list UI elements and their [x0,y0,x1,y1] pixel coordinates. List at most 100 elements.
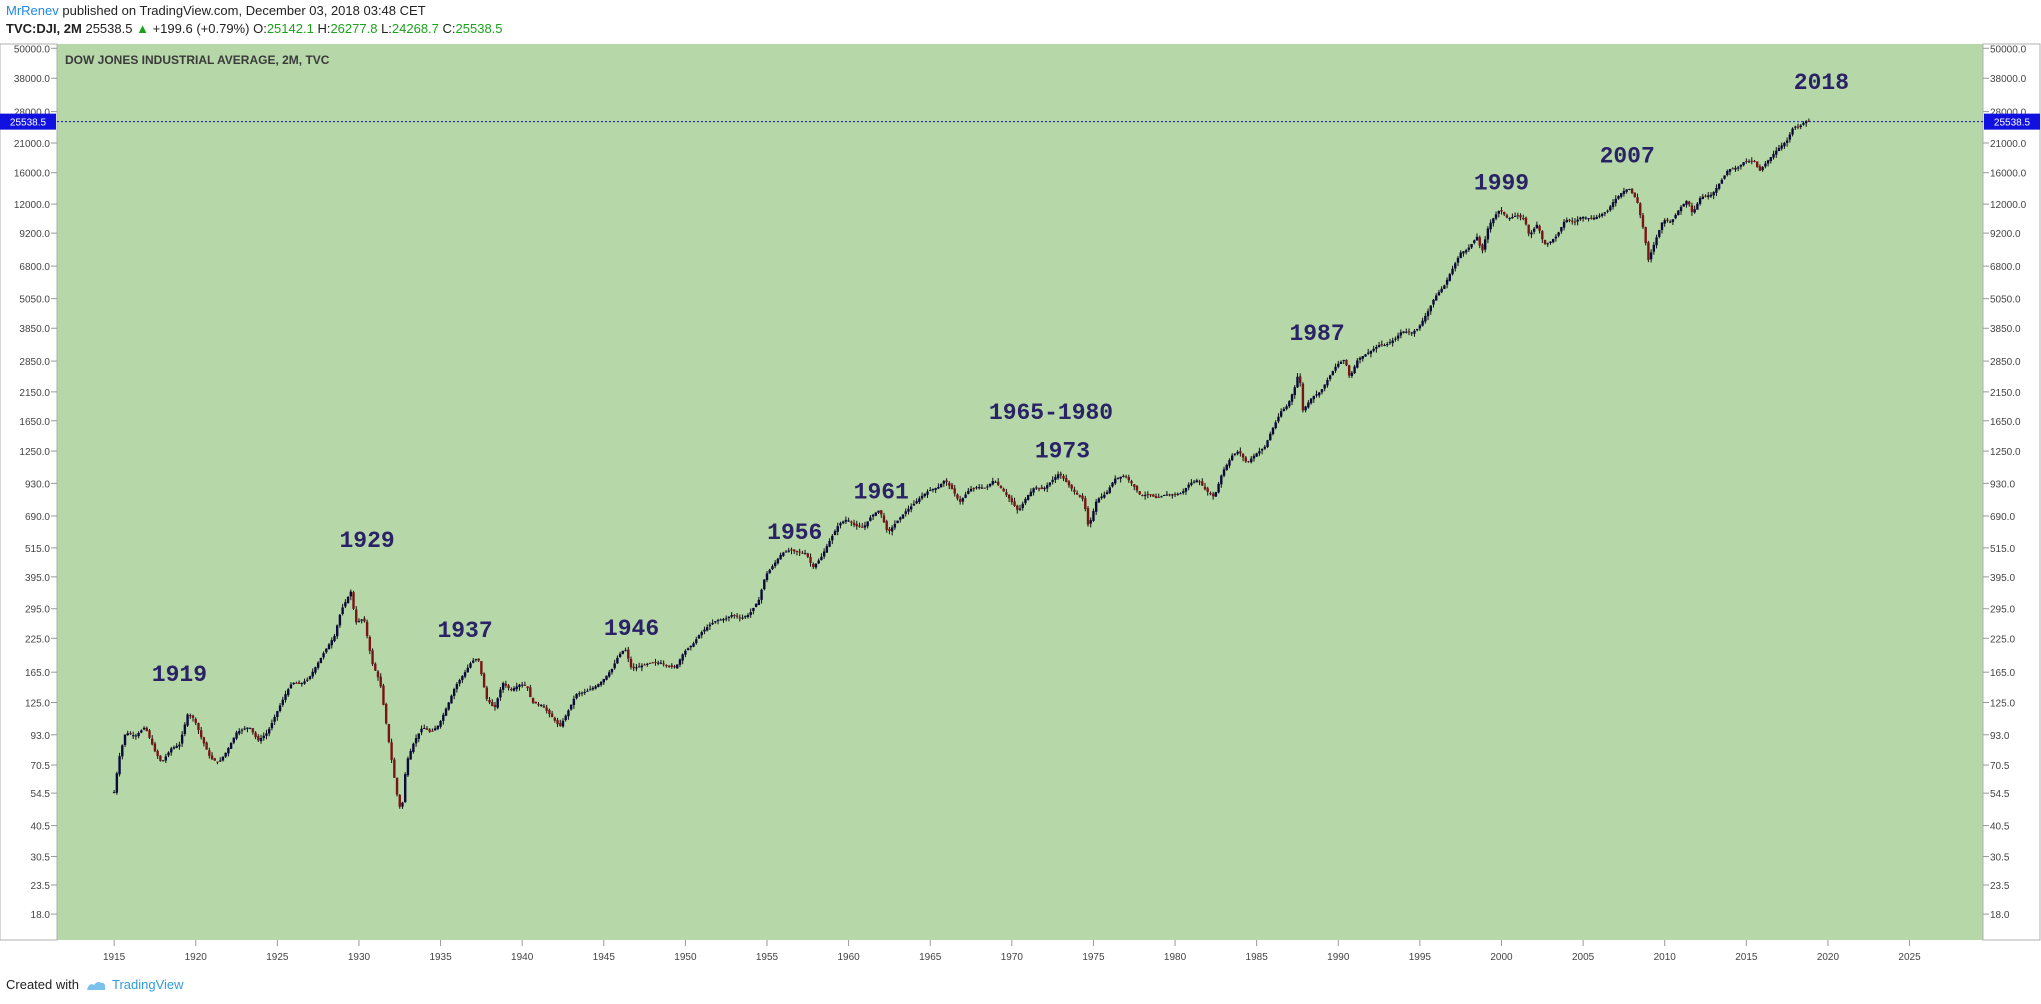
candle-body [850,521,853,523]
year-annotation: 1965-1980 [989,400,1113,426]
candle-body [1489,222,1492,230]
left-price-scale[interactable] [0,43,58,941]
candle-body [1728,169,1732,172]
candle-body [725,618,728,620]
candle-body [1222,469,1226,476]
candle-body [213,758,216,761]
price-change: +199.6 (+0.79%) [152,21,250,36]
candle-body [1568,219,1571,221]
candle-body [847,520,850,522]
candle-body [1769,157,1773,162]
candle-body [1301,383,1305,411]
x-tick-label: 1965 [919,952,942,963]
candle-body [1062,475,1065,479]
candle-body [744,616,747,618]
candle-body [433,728,437,731]
candle-body [1108,487,1111,493]
candle-body [1173,494,1177,496]
candle-body [1541,231,1544,240]
y-tick-left: 5050.0 [19,295,50,306]
x-tick-label: 1920 [185,952,208,963]
candle-body [254,732,257,738]
candle-body [159,755,162,761]
candle-body [1595,216,1598,219]
candle-body [425,728,429,730]
candle-body [1535,224,1539,229]
candle-body [1481,244,1484,251]
y-tick-right: 125.0 [1990,699,2015,710]
y-tick-right: 21000.0 [1990,139,2027,150]
candle-body [852,522,856,525]
candle-body [950,484,954,490]
candle-body [1410,332,1413,334]
candle-body [1165,494,1169,496]
x-tick-label: 2025 [1898,952,1921,963]
candle-body [1399,332,1403,336]
y-tick-right: 2150.0 [1990,388,2021,399]
candle-body [1565,220,1568,223]
candle-body [1546,243,1549,245]
candle-body [656,662,660,664]
candle-body [1013,501,1016,506]
candle-body [1592,217,1596,220]
plot-area[interactable] [57,44,1983,940]
y-tick-left: 6800.0 [19,262,50,273]
candle-body [986,486,989,488]
candle-body [1228,460,1231,466]
tradingview-link[interactable]: TradingView [85,977,184,992]
candle-body [1405,331,1408,333]
author-link[interactable]: MrRenev [6,3,59,18]
candle-body [1407,331,1411,333]
candle-body [621,650,625,654]
candle-body [1644,227,1647,244]
candle-body [1290,394,1294,402]
candle-body [1067,481,1071,486]
candle-body [540,705,543,707]
candle-body [276,711,279,718]
candle-body [670,665,673,667]
candle-body [520,684,524,686]
candle-body [918,498,921,502]
candle-body [1742,162,1745,166]
price-badge-right [1984,113,2040,130]
candle-body [363,618,366,622]
created-with-text: Created with [6,977,79,992]
x-tick-label: 1950 [674,952,697,963]
candle-body [112,792,116,794]
candle-body [1309,398,1313,404]
candle-body [1024,499,1027,504]
year-annotation: 1961 [854,479,909,505]
candle-body [1130,481,1133,484]
candle-body [627,649,630,659]
candle-body [1783,142,1786,147]
candle-body [1549,241,1552,244]
candle-body [841,521,845,524]
candle-body [534,701,537,704]
candle-body [463,672,467,677]
candle-body [676,664,679,669]
candle-body [485,687,489,699]
candle-body [890,527,894,532]
candle-body [1195,480,1199,483]
candle-body [510,689,513,691]
right-price-scale[interactable] [1982,43,2041,941]
price-badge-left [0,113,56,130]
candle-body [1046,485,1049,489]
candle-body [1791,128,1794,135]
candle-body [858,525,861,527]
candle-body [376,671,380,678]
candle-body [1073,489,1076,492]
candle-body [1141,495,1144,497]
candle-body [752,607,755,612]
candle-body [1432,299,1435,305]
candle-body [267,728,271,734]
candle-body [1070,484,1073,489]
candle-body [572,698,576,706]
candle-body [1581,216,1585,219]
candle-body [844,519,848,522]
y-tick-left: 930.0 [25,479,50,490]
candle-body [1511,217,1514,219]
candle-body [803,553,807,555]
candle-body [1347,365,1351,376]
